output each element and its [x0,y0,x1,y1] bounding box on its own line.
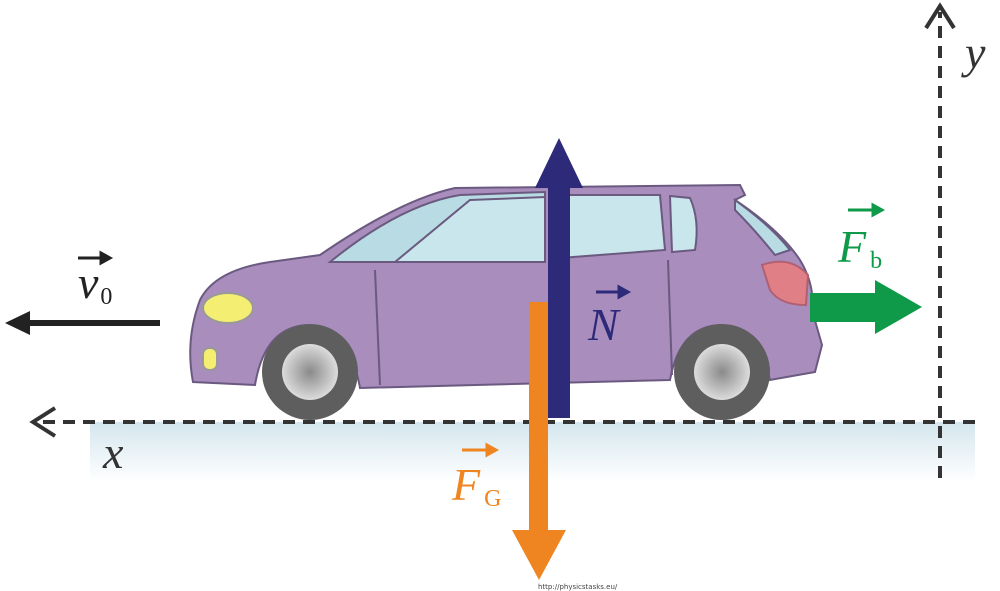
wheels [262,324,770,420]
vector-sign [596,284,632,300]
vector-sign [848,202,886,218]
braking-force-arrow [810,280,922,334]
vector-sign [462,442,500,458]
x-axis-label: x [102,427,124,478]
symbol: N [587,299,621,350]
normal-force-label: N [587,299,621,350]
symbol: F [451,459,481,510]
symbol: F [837,221,867,272]
subscript: b [870,248,882,274]
subscript: 0 [100,284,112,310]
gravity-arrow [512,302,566,580]
symbol: v [78,257,99,308]
y-axis [924,2,956,478]
velocity-arrow [5,311,160,335]
source: http://physicstasks.eu/ [538,583,618,591]
normal-force-arrow [535,138,583,418]
y-axis-label: y [961,27,986,78]
velocity-label: v0 [78,257,112,310]
x-axis [29,406,975,438]
subscript: G [484,486,501,512]
vector-sign [78,250,114,266]
